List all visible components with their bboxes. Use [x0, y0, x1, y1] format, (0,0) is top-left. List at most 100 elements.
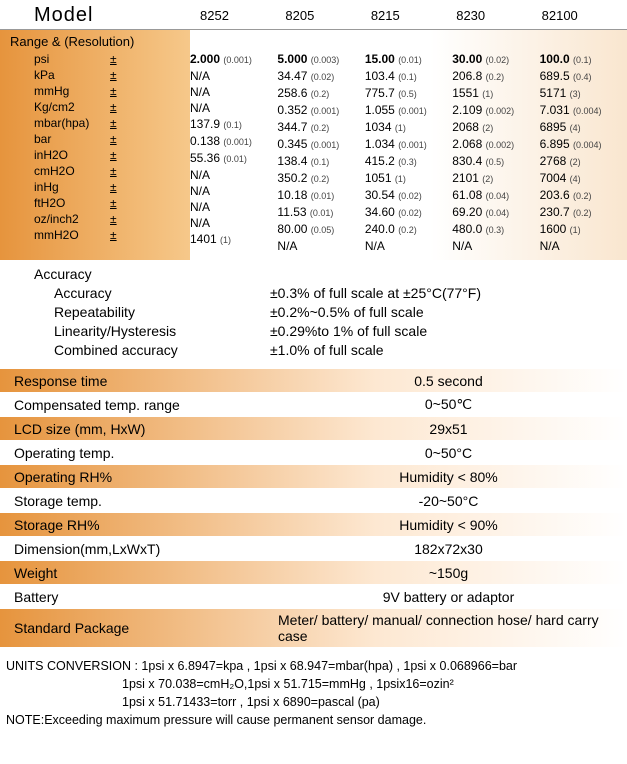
- range-cell: 350.2 (0.2): [277, 170, 360, 187]
- range-cell: 80.00 (0.05): [277, 221, 360, 238]
- range-column: 100.0 (0.1)689.5 (0.4)5171 (3)7.031 (0.0…: [540, 34, 627, 254]
- spec-label: Standard Package: [0, 617, 278, 639]
- range-cell: 137.9 (0.1): [190, 116, 273, 133]
- accuracy-value: ±0.3% of full scale at ±25°C(77°F): [270, 284, 627, 303]
- unit-label: cmH2O: [10, 163, 110, 179]
- unit-row: inH2O±: [10, 147, 190, 163]
- model-header: Model 8252 8205 8215 8230 82100: [0, 0, 627, 29]
- unit-label: mbar(hpa): [10, 115, 110, 131]
- range-column: 2.000 (0.001)N/AN/AN/A137.9 (0.1)0.138 (…: [190, 34, 277, 254]
- spec-row: Battery9V battery or adaptor: [0, 584, 627, 608]
- footer-notes: UNITS CONVERSION : 1psi x 6.8947=kpa , 1…: [0, 647, 627, 737]
- unit-row: bar±: [10, 131, 190, 147]
- accuracy-label: Combined accuracy: [34, 341, 270, 360]
- range-cell: 10.18 (0.01): [277, 187, 360, 204]
- spec-label: LCD size (mm, HxW): [0, 418, 278, 440]
- spec-value: 0~50℃: [278, 393, 627, 416]
- plus-minus: ±: [110, 163, 150, 179]
- range-cell: 1034 (1): [365, 119, 448, 136]
- range-cell: 6895 (4): [540, 119, 623, 136]
- conversion-line: UNITS CONVERSION : 1psi x 6.8947=kpa , 1…: [6, 657, 627, 675]
- plus-minus: ±: [110, 227, 150, 243]
- conversion-line: 1psi x 51.71433=torr , 1psi x 6890=pasca…: [6, 693, 627, 711]
- spec-label: Weight: [0, 562, 278, 584]
- range-cell: 6.895 (0.004): [540, 136, 623, 153]
- spec-value: 29x51: [278, 418, 627, 440]
- range-cell: 0.345 (0.001): [277, 136, 360, 153]
- range-cell: 2.068 (0.002): [452, 136, 535, 153]
- unit-row: inHg±: [10, 179, 190, 195]
- spec-label: Operating RH%: [0, 466, 278, 488]
- spec-value: 0.5 second: [278, 370, 627, 392]
- model-columns: 8252 8205 8215 8230 82100: [200, 8, 627, 23]
- unit-label: kPa: [10, 67, 110, 83]
- spec-row: Response time0.5 second: [0, 368, 627, 392]
- spec-label: Response time: [0, 370, 278, 392]
- unit-label: inHg: [10, 179, 110, 195]
- range-cell: 1.034 (0.001): [365, 136, 448, 153]
- plus-minus: ±: [110, 211, 150, 227]
- range-cell: 34.47 (0.02): [277, 68, 360, 85]
- range-cell: 206.8 (0.2): [452, 68, 535, 85]
- plus-minus: ±: [110, 51, 150, 67]
- range-cell: 344.7 (0.2): [277, 119, 360, 136]
- range-cell: 240.0 (0.2): [365, 221, 448, 238]
- spec-rows: Response time0.5 secondCompensated temp.…: [0, 368, 627, 647]
- spec-label: Storage RH%: [0, 514, 278, 536]
- plus-minus: ±: [110, 115, 150, 131]
- range-cell: 30.00 (0.02): [452, 51, 535, 68]
- range-cell: 61.08 (0.04): [452, 187, 535, 204]
- range-units-panel: Range & (Resolution) psi±kPa±mmHg±Kg/cm2…: [0, 30, 190, 260]
- unit-label: Kg/cm2: [10, 99, 110, 115]
- plus-minus: ±: [110, 83, 150, 99]
- unit-label: ftH2O: [10, 195, 110, 211]
- range-cell: N/A: [190, 215, 273, 231]
- range-cell: N/A: [190, 100, 273, 116]
- range-cell: 103.4 (0.1): [365, 68, 448, 85]
- accuracy-row: Accuracy±0.3% of full scale at ±25°C(77°…: [34, 284, 627, 303]
- range-cell: 775.7 (0.5): [365, 85, 448, 102]
- spec-row: LCD size (mm, HxW)29x51: [0, 416, 627, 440]
- spec-row: Standard PackageMeter/ battery/ manual/ …: [0, 608, 627, 647]
- unit-row: mbar(hpa)±: [10, 115, 190, 131]
- unit-label: inH2O: [10, 147, 110, 163]
- spec-label: Storage temp.: [0, 490, 278, 512]
- spec-row: Storage RH%Humidity < 90%: [0, 512, 627, 536]
- spec-value: Humidity < 90%: [278, 514, 627, 536]
- spec-label: Battery: [0, 586, 278, 608]
- accuracy-label: Repeatability: [34, 303, 270, 322]
- range-cell: N/A: [190, 183, 273, 199]
- note-line: NOTE:Exceeding maximum pressure will cau…: [6, 711, 627, 729]
- range-cell: N/A: [365, 238, 448, 254]
- spec-value: -20~50°C: [278, 490, 627, 512]
- range-block: Range & (Resolution) psi±kPa±mmHg±Kg/cm2…: [0, 29, 627, 260]
- range-cell: 480.0 (0.3): [452, 221, 535, 238]
- range-cell: 1051 (1): [365, 170, 448, 187]
- range-cell: N/A: [190, 68, 273, 84]
- range-cell: N/A: [190, 84, 273, 100]
- range-cell: 69.20 (0.04): [452, 204, 535, 221]
- range-column: 15.00 (0.01)103.4 (0.1)775.7 (0.5)1.055 …: [365, 34, 452, 254]
- range-cell: N/A: [452, 238, 535, 254]
- plus-minus: ±: [110, 179, 150, 195]
- spec-row: Dimension(mm,LxWxT)182x72x30: [0, 536, 627, 560]
- range-cell: 7.031 (0.004): [540, 102, 623, 119]
- accuracy-label: Accuracy: [34, 284, 270, 303]
- range-title: Range & (Resolution): [10, 34, 190, 51]
- range-cell: 2768 (2): [540, 153, 623, 170]
- range-data-panel: 2.000 (0.001)N/AN/AN/A137.9 (0.1)0.138 (…: [190, 30, 627, 260]
- model-col: 8230: [456, 8, 541, 23]
- plus-minus: ±: [110, 67, 150, 83]
- spec-value: Humidity < 80%: [278, 466, 627, 488]
- accuracy-value: ±0.29%to 1% of full scale: [270, 322, 627, 341]
- spec-value: 182x72x30: [278, 538, 627, 560]
- model-col: 82100: [542, 8, 627, 23]
- unit-row: psi±: [10, 51, 190, 67]
- accuracy-label: Linearity/Hysteresis: [34, 322, 270, 341]
- conversion-line: 1psi x 70.038=cmH₂O,1psi x 51.715=mmHg ,…: [6, 675, 627, 693]
- spec-label: Compensated temp. range: [0, 394, 278, 416]
- unit-label: mmH2O: [10, 227, 110, 243]
- range-cell: 100.0 (0.1): [540, 51, 623, 68]
- plus-minus: ±: [110, 147, 150, 163]
- range-cell: 203.6 (0.2): [540, 187, 623, 204]
